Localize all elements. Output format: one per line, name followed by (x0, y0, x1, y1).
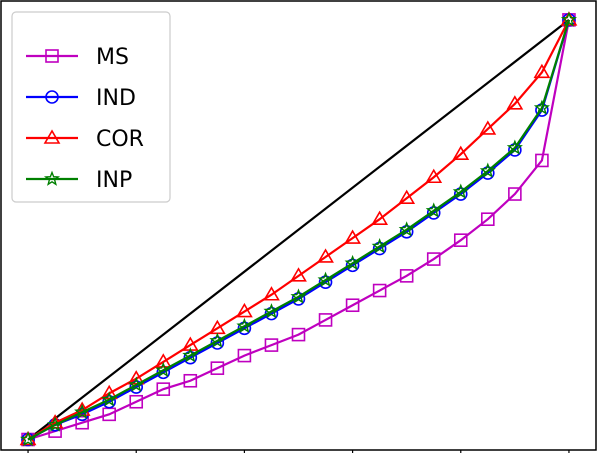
reference-line-group (27, 19, 570, 441)
point-ms (264, 338, 279, 352)
point-ms (129, 394, 144, 409)
point-ms (508, 187, 522, 201)
legend-entry-inp: INP (26, 168, 132, 193)
point-ms (399, 269, 414, 283)
series-line-ms (27, 19, 571, 441)
series-cor (19, 11, 578, 446)
legend-marker-cor (43, 129, 61, 144)
point-cor (344, 229, 361, 244)
reference-line (27, 19, 570, 441)
point-ms (345, 298, 360, 313)
point-ind (318, 275, 333, 289)
point-ind (453, 187, 468, 201)
point-inp (317, 271, 334, 287)
point-inp (425, 202, 442, 218)
point-inp (263, 303, 280, 319)
point-cor (425, 168, 443, 184)
point-inp (479, 162, 496, 178)
point-ms (183, 373, 198, 388)
point-inp (20, 431, 37, 447)
point-inp (74, 403, 91, 420)
point-cor (317, 248, 334, 263)
point-ind (399, 224, 414, 239)
point-ind (535, 103, 549, 117)
point-cor (479, 120, 497, 135)
series-inp (20, 11, 577, 447)
point-ind (426, 206, 441, 220)
point-inp (560, 11, 577, 27)
point-cor (154, 353, 172, 368)
x-axis-ticks (27, 450, 570, 453)
legend-entry-ind: IND (26, 86, 136, 111)
point-cor (371, 210, 389, 226)
point-ms (426, 252, 441, 266)
series-line-cor (27, 19, 570, 441)
point-cor (100, 384, 118, 400)
legend-marker-inp (43, 170, 61, 186)
point-ms (291, 327, 306, 342)
legend-label-ms: MS (96, 45, 129, 70)
point-ms (535, 153, 549, 168)
legend-label-ind: IND (96, 86, 136, 111)
point-ind (481, 166, 495, 180)
point-ms (156, 382, 171, 396)
point-ms (237, 348, 252, 363)
point-cor (533, 63, 551, 79)
legend-entry-ms: MS (26, 45, 129, 70)
point-cor (127, 370, 145, 385)
point-inp (236, 317, 253, 334)
point-inp (506, 139, 523, 155)
point-cor (263, 286, 280, 301)
point-ms (481, 212, 495, 227)
legend-marker-ms (45, 49, 59, 63)
point-cor (560, 11, 578, 26)
legend-marker-ind (45, 90, 59, 104)
legend-entry-cor: COR (26, 127, 144, 152)
point-cor (290, 267, 307, 282)
point-inp (398, 221, 415, 237)
point-inp (209, 332, 226, 348)
series-layer (19, 11, 578, 447)
legend-box (11, 11, 171, 203)
point-ind (345, 258, 360, 273)
point-inp (371, 238, 388, 254)
point-inp (290, 288, 307, 304)
point-ind (508, 143, 522, 157)
point-cor (506, 95, 524, 110)
point-inp (155, 361, 172, 378)
legend: MS IND COR INP (11, 11, 171, 203)
series-ms (21, 13, 576, 447)
point-ms (453, 233, 468, 247)
legend-label-inp: INP (96, 168, 132, 193)
point-ms (75, 415, 89, 430)
point-inp (47, 416, 64, 432)
series-line-inp (27, 19, 571, 441)
legend-label-cor: COR (96, 127, 144, 152)
point-ms (372, 283, 387, 298)
point-ms (318, 313, 333, 327)
point-inp (128, 376, 145, 392)
point-cor (398, 189, 416, 205)
point-cor (452, 145, 470, 160)
point-ms (210, 361, 225, 375)
point-inp (344, 254, 361, 271)
point-inp (452, 183, 469, 199)
point-inp (101, 391, 118, 407)
point-cor (236, 302, 253, 318)
point-inp (182, 347, 199, 363)
point-ind (372, 241, 387, 256)
point-inp (533, 99, 550, 115)
